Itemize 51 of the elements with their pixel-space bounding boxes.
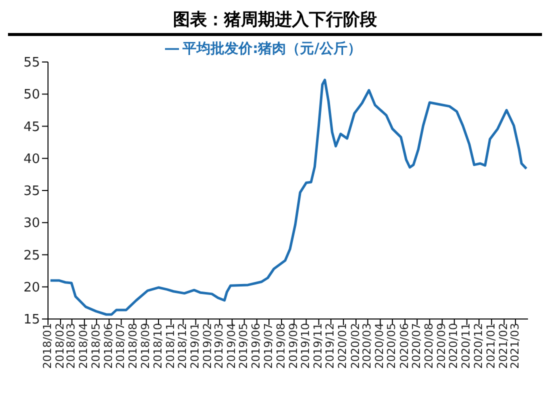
x-tick-label: 2018/12 (176, 323, 189, 369)
y-tick-label: 40 (23, 152, 40, 167)
x-tick-label: 2018/10 (151, 323, 164, 369)
x-tick-label: 2020/10 (447, 323, 460, 369)
x-tick-label: 2020/09 (435, 323, 448, 369)
line-series (49, 78, 528, 316)
x-tick-label: 2019/10 (299, 323, 312, 369)
x-tick-label: 2019/09 (286, 323, 300, 369)
y-tick-label: 45 (23, 120, 40, 135)
x-tick-label: 2021/02 (496, 323, 510, 369)
x-tick-label: 2018/01 (40, 323, 54, 369)
x-tick-label: 2018/04 (77, 323, 90, 369)
x-tick-label: 2021/01 (484, 323, 498, 369)
x-tick-label: 2019/07 (262, 323, 275, 369)
x-tick-label: 2020/04 (373, 323, 386, 369)
x-tick-label: 2019/02 (201, 323, 214, 369)
y-tick-label: 20 (23, 280, 40, 296)
x-tick-label: 2019/08 (274, 323, 288, 369)
x-tick-label: 2020/06 (398, 323, 411, 369)
y-tick-label: 30 (23, 216, 40, 232)
legend-label: 平均批发价:猪肉（元/公斤） (182, 41, 362, 57)
x-tick-label: 2020/03 (360, 323, 374, 369)
x-tick-label: 2018/11 (164, 323, 177, 369)
x-tick-label: 2018/06 (102, 323, 115, 369)
x-tick-label: 2019/12 (324, 323, 337, 369)
x-tick-label: 2020/07 (410, 323, 423, 369)
y-tick-label: 50 (23, 88, 40, 103)
x-tick-label: 2020/11 (460, 323, 473, 369)
x-tick-label: 2018/02 (53, 323, 66, 369)
y-tick-label: 15 (23, 312, 40, 328)
y-tick-label: 25 (23, 248, 40, 264)
x-tick-label: 2020/12 (472, 323, 485, 369)
x-tick-label: 2018/07 (114, 323, 128, 369)
x-tick-label: 2019/11 (312, 323, 325, 369)
x-tick-label: 2020/02 (348, 323, 362, 369)
x-tick-label: 2018/08 (126, 323, 140, 369)
x-tick-label: 2020/05 (385, 323, 398, 369)
x-tick-label: 2019/04 (224, 323, 238, 369)
x-tick-label: 2018/03 (64, 323, 78, 369)
x-tick-label: 2019/01 (188, 323, 202, 369)
chart-title: 图表：猪周期进入下行阶段 (8, 8, 542, 36)
y-tick-label: 55 (23, 56, 40, 71)
x-tick-label: 2020/08 (422, 323, 436, 369)
x-tick-label: 2021/03 (508, 323, 522, 369)
x-tick-label: 2019/06 (250, 323, 263, 369)
x-tick-label: 2018/09 (139, 323, 152, 369)
x-tick-label: 2018/05 (89, 323, 102, 369)
x-tick-label: 2019/05 (237, 323, 250, 369)
x-tick-label: 2019/03 (212, 323, 226, 369)
x-tick-label: 2020/01 (336, 323, 350, 369)
y-tick-label: 35 (23, 184, 40, 200)
